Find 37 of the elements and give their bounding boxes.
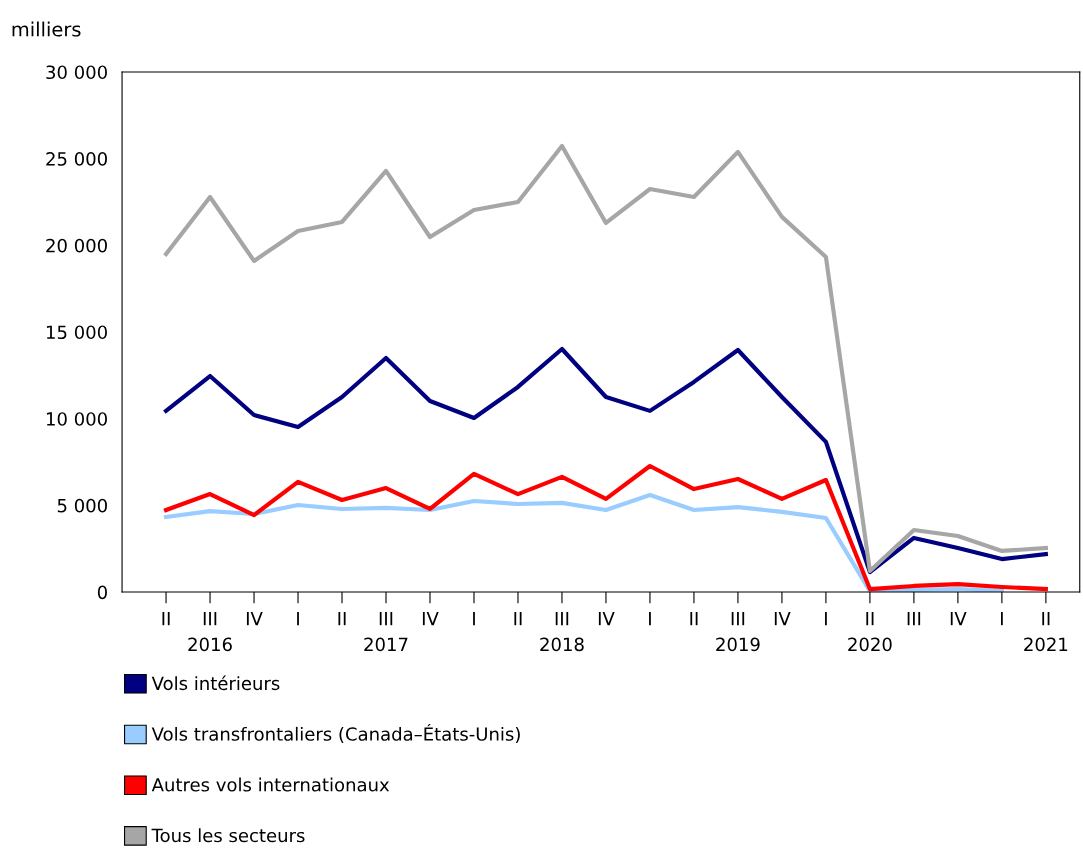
x-tick-label: I bbox=[825, 612, 827, 626]
y-tick-label: 30 000 bbox=[46, 65, 107, 80]
x-tick-label: I bbox=[649, 612, 651, 626]
x-tick-label: IV bbox=[246, 612, 263, 626]
x-tick-label: II 2021 bbox=[1024, 612, 1068, 652]
x-tick-label: IV bbox=[598, 612, 615, 626]
y-tick-label: 15 000 bbox=[46, 325, 107, 340]
y-tick-label: 0 bbox=[97, 585, 107, 600]
legend-label: Vols transfrontaliers (Canada–États-Unis) bbox=[151, 723, 520, 743]
x-tick-label: IV bbox=[422, 612, 439, 626]
y-tick-label: 25 000 bbox=[46, 152, 107, 166]
legend-label: Vols intérieurs bbox=[151, 675, 280, 691]
x-tick-label: II bbox=[690, 612, 698, 626]
x-tick-label: III 2016 bbox=[188, 612, 232, 652]
x-tick-label: II bbox=[162, 612, 170, 626]
x-tick-label: III 2019 bbox=[716, 612, 760, 652]
line-series bbox=[163, 463, 1048, 592]
x-tick-label: I bbox=[1000, 612, 1003, 626]
x-tick-label: IV bbox=[950, 612, 967, 626]
x-tick-label: III bbox=[907, 612, 921, 626]
x-tick-label: II bbox=[338, 612, 346, 626]
y-tick-label: 5 000 bbox=[57, 498, 107, 513]
line-series bbox=[163, 346, 1048, 575]
line-series bbox=[163, 492, 1004, 593]
legend-label: Autres vols internationaux bbox=[151, 777, 390, 792]
x-tick-label: II 2020 bbox=[848, 612, 892, 652]
y-axis-title: milliers bbox=[12, 21, 81, 37]
x-tick-label: III 2018 bbox=[540, 612, 584, 652]
legend-label: Tous les secteurs bbox=[151, 828, 305, 843]
x-tick-label: I bbox=[297, 612, 299, 626]
line-series bbox=[163, 143, 1048, 574]
y-tick-label: 20 000 bbox=[46, 238, 107, 253]
x-tick-label: II bbox=[514, 612, 522, 626]
x-tick-label: III 2017 bbox=[364, 612, 408, 652]
x-tick-label: I bbox=[473, 612, 475, 626]
x-tick-label: IV bbox=[774, 612, 791, 626]
y-tick-label: 10 000 bbox=[46, 412, 107, 426]
